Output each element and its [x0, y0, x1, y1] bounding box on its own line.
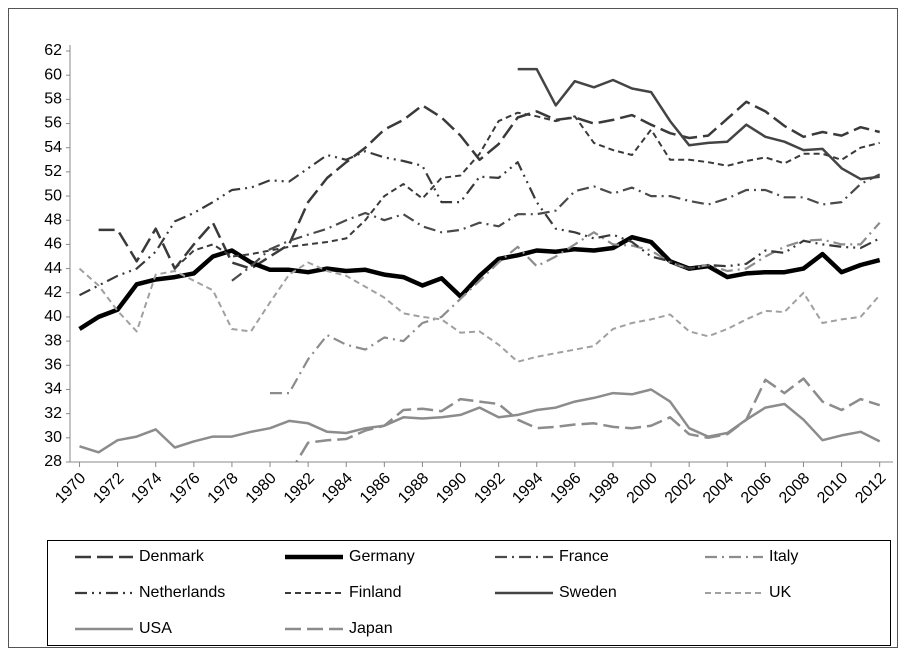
series-line [79, 150, 881, 297]
y-tick-label: 32 [44, 405, 62, 422]
y-tick-label: 48 [44, 211, 62, 228]
series-line [294, 377, 881, 462]
legend-label: Finland [349, 584, 401, 601]
series-line [231, 173, 881, 282]
series-line [78, 261, 881, 363]
y-tick-label: 40 [44, 308, 62, 325]
legend-label: Netherlands [139, 584, 225, 601]
y-tick-label: 62 [44, 42, 62, 59]
y-tick-label: 30 [44, 429, 62, 446]
y-tick-label: 50 [44, 187, 62, 204]
series-line [517, 67, 880, 181]
y-tick-label: 28 [44, 453, 62, 470]
y-tick-label: 42 [44, 284, 62, 301]
y-tick-label: 44 [44, 260, 62, 277]
y-tick-label: 46 [44, 236, 62, 253]
y-tick-label: 58 [44, 91, 62, 108]
legend-label: Japan [349, 620, 393, 637]
y-tick-label: 60 [44, 66, 62, 83]
series-line [98, 100, 881, 270]
series-line [270, 221, 881, 395]
legend-label: France [559, 548, 609, 565]
series-line [78, 234, 881, 331]
y-tick-label: 34 [44, 381, 62, 398]
legend-label: UK [769, 584, 792, 601]
y-tick-label: 36 [44, 357, 62, 374]
legend-label: USA [139, 620, 172, 637]
y-tick-label: 52 [44, 163, 62, 180]
plot-area [78, 67, 881, 462]
y-tick-label: 54 [44, 139, 62, 156]
legend-label: Sweden [559, 584, 617, 601]
legend-box [47, 540, 891, 646]
legend-label: Italy [769, 548, 798, 565]
y-tick-label: 56 [44, 115, 62, 132]
y-tick-label: 38 [44, 332, 62, 349]
legend-label: Denmark [139, 548, 205, 565]
legend-label: Germany [349, 548, 415, 565]
series-line [174, 111, 880, 270]
